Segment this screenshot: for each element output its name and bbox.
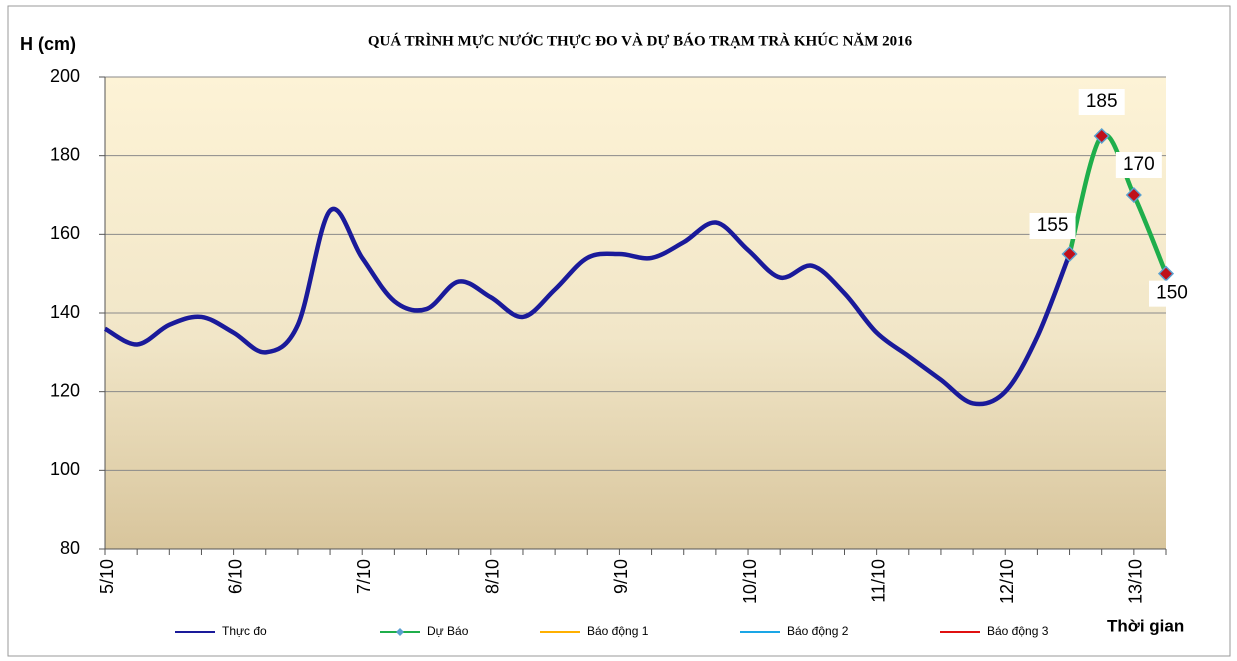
x-tick-label: 5/10: [97, 559, 117, 594]
x-tick-label: 13/10: [1126, 559, 1146, 604]
y-tick-label: 140: [50, 302, 80, 322]
data-label-box: [1149, 280, 1195, 307]
data-label: 170: [1123, 154, 1155, 175]
x-tick-label: 9/10: [611, 559, 631, 594]
legend-label: Báo động 3: [987, 624, 1049, 638]
chart-title: QUÁ TRÌNH MỰC NƯỚC THỰC ĐO VÀ DỰ BÁO TRẠ…: [368, 32, 913, 49]
marker: [1061, 245, 1078, 263]
data-label-box: [1078, 89, 1125, 115]
x-tick-label: 12/10: [997, 559, 1017, 604]
series-line: [1067, 132, 1169, 275]
y-tick-label: 80: [60, 538, 80, 558]
y-tick-label: 100: [50, 459, 80, 479]
data-label: 155: [1037, 215, 1069, 236]
marker: [1093, 127, 1110, 145]
x-tick-label: 7/10: [354, 559, 374, 594]
y-tick-label: 200: [50, 66, 80, 86]
x-tick-label: 11/10: [868, 559, 888, 603]
legend-label: Dự Báo: [427, 624, 469, 638]
data-label-box: [1115, 152, 1162, 178]
data-label: 150: [1156, 283, 1188, 304]
x-tick-label: 6/10: [225, 559, 245, 594]
legend-label: Thực đo: [222, 624, 267, 638]
y-axis-title: H (cm): [20, 34, 76, 54]
x-tick-label: 10/10: [740, 559, 760, 604]
legend-marker: [396, 628, 404, 636]
data-label-box: [1029, 213, 1076, 239]
legend-label: Báo động 2: [787, 624, 849, 638]
y-tick-label: 120: [50, 380, 80, 400]
series-line: [103, 206, 1072, 407]
legend-label: Báo động 1: [587, 624, 649, 638]
data-label: 185: [1086, 91, 1118, 112]
x-tick-label: 8/10: [483, 559, 503, 594]
y-tick-label: 160: [50, 223, 80, 243]
x-axis-title: Thời gian: [1107, 616, 1184, 635]
y-tick-label: 180: [50, 144, 80, 164]
marker: [1125, 186, 1142, 204]
